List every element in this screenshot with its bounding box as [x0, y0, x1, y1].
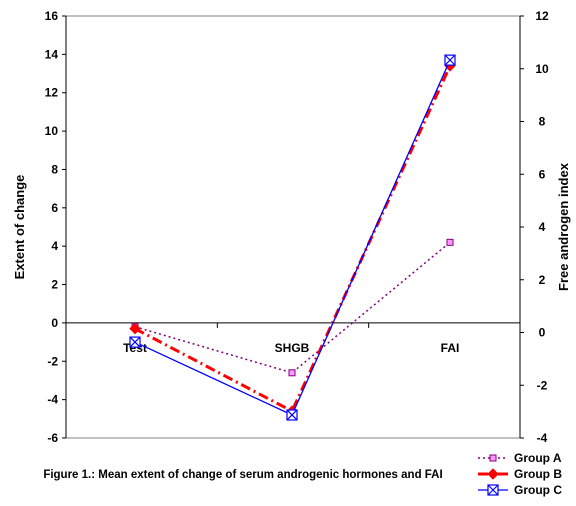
legend-item: Group B	[478, 467, 562, 481]
marker-cross	[286, 409, 298, 421]
left-tick-label: -6	[47, 431, 58, 445]
marker-cross	[444, 54, 456, 66]
data-point	[446, 238, 454, 246]
series-line	[134, 241, 451, 374]
series-group-c	[129, 54, 456, 421]
left-tick-label: 2	[51, 278, 58, 292]
right-tick-label: -2	[537, 378, 548, 392]
right-tick-label: -4	[537, 431, 548, 445]
right-axis-ticks: 12 10 8 6 4 2 0 -2 -4	[520, 9, 549, 445]
legend-marker	[487, 468, 499, 480]
legend-label: Group A	[514, 451, 562, 465]
legend-item: Group C	[478, 483, 562, 497]
legend-label: Group C	[514, 483, 562, 497]
figure-caption: Figure 1.: Mean extent of change of seru…	[43, 469, 442, 481]
legend-label: Group B	[514, 467, 562, 481]
data-point	[286, 409, 298, 421]
right-tick-label: 8	[539, 115, 546, 129]
right-tick-label: 10	[535, 62, 549, 76]
data-point	[129, 322, 141, 335]
category-label: FAI	[441, 341, 460, 355]
y-axis-title: Extent of change	[12, 175, 27, 280]
left-tick-label: 4	[51, 239, 58, 253]
right-tick-label: 2	[539, 273, 546, 287]
left-axis-ticks: 16 14 12 10 8 6 4 2 0 -2 -4 -6	[45, 9, 66, 445]
left-tick-label: 10	[45, 124, 59, 138]
series-line	[134, 65, 452, 414]
data-point	[129, 336, 141, 348]
legend-item: Group A	[478, 451, 562, 465]
data-point	[444, 54, 456, 66]
left-tick-label: 6	[51, 201, 58, 215]
legend-marker	[489, 454, 497, 462]
series-group-a	[131, 238, 454, 377]
legend-marker	[487, 484, 499, 496]
left-tick-label: -4	[47, 393, 58, 407]
marker-cross	[487, 484, 499, 496]
left-tick-label: 0	[51, 316, 58, 330]
right-tick-label: 0	[539, 326, 546, 340]
series-layer	[129, 54, 456, 421]
left-tick-label: 14	[45, 47, 59, 61]
right-tick-label: 6	[539, 167, 546, 181]
data-point	[288, 369, 296, 377]
left-tick-label: -2	[47, 354, 58, 368]
legend: Group A Group B Group C	[478, 451, 562, 497]
series-line	[134, 59, 451, 416]
marker-cross	[129, 336, 141, 348]
right-tick-label: 4	[539, 220, 546, 234]
y2-axis-title: Free androgen index	[556, 162, 571, 291]
left-tick-label: 16	[45, 9, 59, 23]
right-tick-label: 12	[535, 9, 549, 23]
category-label: SHGB	[275, 341, 310, 355]
left-tick-label: 12	[45, 86, 59, 100]
left-tick-label: 8	[51, 162, 58, 176]
